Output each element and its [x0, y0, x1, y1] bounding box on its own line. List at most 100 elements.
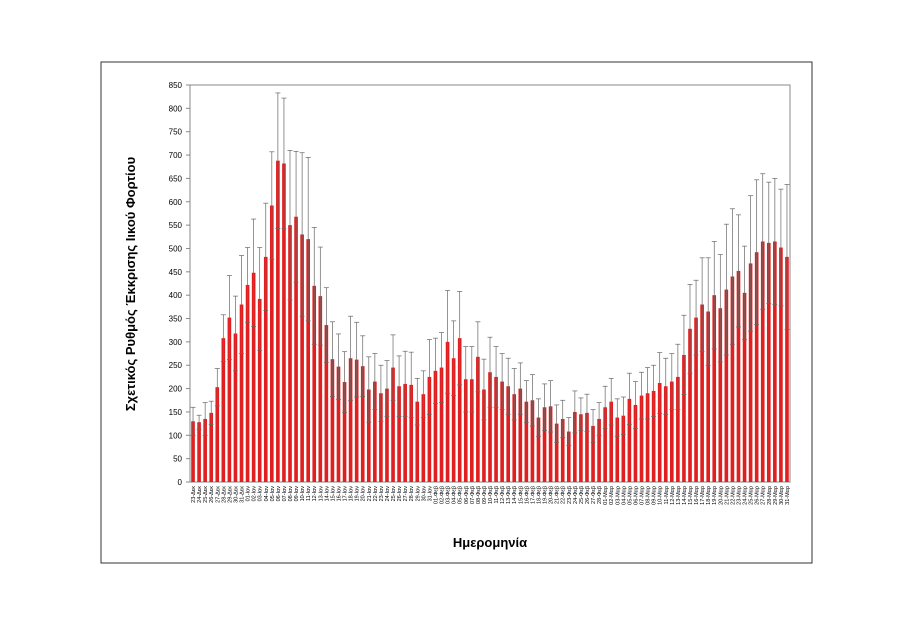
- bar: [463, 379, 468, 482]
- y-tick-label: 550: [169, 221, 183, 230]
- x-tick-label: 12-Ιαν: [312, 486, 318, 502]
- bar: [373, 381, 377, 482]
- x-tick-label: 15-Μαρ: [688, 486, 694, 505]
- x-tick-label: 02-Μαρ: [609, 486, 615, 505]
- x-tick-label: 22-Μαρ: [730, 486, 736, 505]
- x-tick-label: 11-Μαρ: [664, 486, 670, 504]
- x-tick-label: 23-Μαρ: [736, 486, 742, 505]
- bar: [215, 387, 220, 482]
- x-tick-label: 30-Δεκ: [233, 486, 239, 503]
- x-tick-label: 23-Ιαν: [379, 486, 385, 502]
- bar: [639, 395, 644, 482]
- x-tick-label: 08-Μαρ: [646, 486, 652, 505]
- x-tick-label: 17-Φεβ: [530, 486, 536, 504]
- bar: [718, 308, 723, 482]
- x-tick-label: 19-Μαρ: [712, 486, 718, 505]
- y-tick-label: 850: [169, 81, 183, 90]
- x-tick-label: 28-Φεβ: [597, 486, 603, 504]
- x-tick-label: 27-Μαρ: [761, 486, 767, 505]
- x-tick-label: 07-Μαρ: [640, 486, 646, 505]
- x-tick-label: 06-Ιαν: [276, 486, 282, 502]
- x-tick-label: 04-Ιαν: [264, 486, 270, 502]
- y-tick-label: 200: [169, 385, 183, 394]
- x-tick-label: 21-Μαρ: [724, 486, 730, 505]
- x-tick-label: 09-Φεβ: [482, 486, 488, 504]
- x-tick-label: 12-Μαρ: [670, 486, 676, 505]
- bar: [560, 418, 565, 482]
- bar: [585, 412, 589, 482]
- bar: [263, 256, 268, 482]
- bar: [342, 382, 347, 482]
- bar: [500, 381, 504, 482]
- bar: [354, 359, 359, 482]
- x-tick-label: 11-Φεβ: [494, 486, 500, 504]
- x-tick-label: 30-Ιαν: [421, 486, 427, 502]
- bar: [324, 325, 329, 482]
- y-tick-label: 750: [169, 128, 183, 137]
- x-tick-label: 29-Ιαν: [415, 486, 421, 502]
- bar: [482, 389, 486, 482]
- bar: [603, 407, 607, 482]
- bar: [512, 394, 517, 482]
- x-tick-label: 24-Φεβ: [573, 486, 579, 504]
- bar: [615, 417, 620, 482]
- bar: [682, 354, 686, 482]
- y-tick-label: 600: [169, 198, 183, 207]
- x-tick-label: 06-Μαρ: [633, 486, 639, 505]
- x-tick-label: 14-Μαρ: [682, 486, 688, 505]
- bar: [403, 383, 407, 482]
- x-tick-label: 21-Φεβ: [555, 486, 561, 504]
- x-tick-label: 30-Μαρ: [779, 486, 785, 505]
- x-tick-label: 06-Φεβ: [464, 486, 470, 504]
- x-tick-label: 18-Φεβ: [536, 486, 542, 504]
- bar: [694, 317, 698, 482]
- bar: [191, 421, 195, 482]
- bar: [657, 382, 662, 482]
- x-tick-label: 22-Ιαν: [373, 486, 379, 502]
- bar: [379, 393, 383, 482]
- y-tick-label: 350: [169, 315, 183, 324]
- outer-frame: [100, 61, 813, 564]
- bar: [227, 317, 232, 482]
- bar: [221, 338, 226, 482]
- bar: [754, 252, 759, 482]
- bar: [736, 270, 741, 482]
- bar: [651, 390, 656, 482]
- x-tick-label: 10-Ιαν: [300, 486, 306, 502]
- bar: [439, 367, 444, 482]
- y-tick-label: 450: [169, 268, 183, 277]
- bar: [688, 328, 692, 482]
- x-tick-label: 20-Φεβ: [549, 486, 555, 504]
- x-tick-label: 22-Φεβ: [561, 486, 567, 504]
- x-tick-label: 28-Δεκ: [221, 486, 227, 503]
- y-tick-label: 800: [169, 104, 183, 113]
- bar: [451, 358, 456, 482]
- x-tick-label: 05-Ιαν: [270, 486, 276, 502]
- x-tick-label: 21-Ιαν: [367, 486, 373, 502]
- x-tick-label: 27-Φεβ: [591, 486, 597, 504]
- bar: [433, 370, 438, 482]
- x-tick-label: 24-Μαρ: [743, 486, 749, 505]
- x-tick-label: 03-Μαρ: [615, 486, 621, 505]
- x-tick-label: 05-Μαρ: [627, 486, 633, 505]
- x-tick-label: 01-Ιαν: [246, 486, 252, 502]
- x-tick-label: 11-Ιαν: [306, 486, 312, 501]
- y-axis-title: Σχετικός Ρυθμός Έκκρισης Ιικού Φορτίου: [123, 156, 138, 411]
- bar: [294, 216, 298, 483]
- x-tick-label: 04-Φεβ: [452, 486, 458, 504]
- x-tick-label: 08-Ιαν: [288, 486, 294, 502]
- x-tick-label: 25-Μαρ: [749, 486, 755, 505]
- x-tick-label: 15-Ιαν: [330, 486, 336, 502]
- x-tick-label: 13-Μαρ: [676, 486, 682, 505]
- x-tick-label: 26-Δεκ: [209, 486, 215, 503]
- bar: [409, 384, 414, 482]
- bar: [591, 425, 595, 482]
- x-tick-label: 03-Ιαν: [258, 486, 264, 502]
- bar: [670, 381, 674, 482]
- bar: [536, 417, 541, 482]
- bar: [748, 263, 753, 482]
- bar: [348, 358, 353, 482]
- bar: [397, 386, 401, 482]
- bar: [457, 338, 462, 482]
